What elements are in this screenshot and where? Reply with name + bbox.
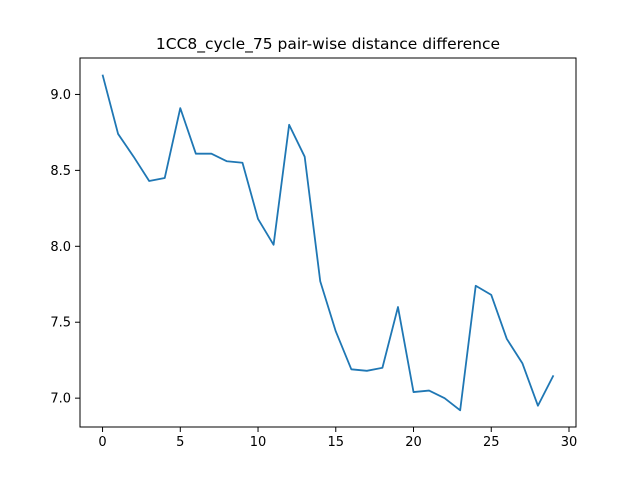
series-line [101,74,555,412]
plot-area [101,74,555,412]
y-axis: 7.0 7.5 8.0 8.5 9.0 [50,88,80,407]
chart-title: 1CC8_cycle_75 pair-wise distance differe… [156,35,500,54]
axes-frame [79,57,577,428]
x-tick-label: 0 [98,435,106,450]
y-tick-label: 7.5 [50,316,71,331]
y-tick-label: 9.0 [50,88,71,103]
x-tick-label: 25 [483,435,500,450]
x-tick-label: 20 [405,435,422,450]
x-tick-label: 10 [250,435,267,450]
x-tick-label: 15 [328,435,345,450]
y-tick-label: 8.0 [50,240,71,255]
y-tick-label: 8.5 [50,164,71,179]
x-tick-label: 5 [176,435,184,450]
x-tick-label: 30 [561,435,578,450]
x-axis: 0 5 10 15 20 25 30 [98,427,577,450]
y-tick-label: 7.0 [50,392,71,407]
